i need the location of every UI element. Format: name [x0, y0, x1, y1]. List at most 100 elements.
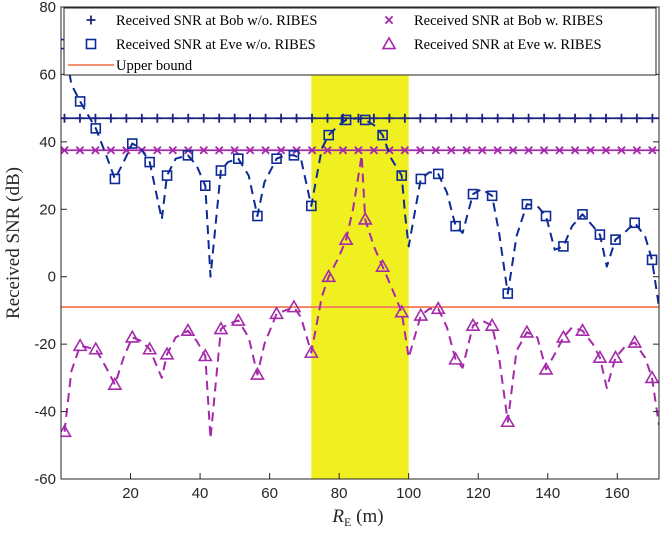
eve-wo-ribes-marker — [144, 156, 155, 168]
legend-entry: Received SNR at Eve w/o. RIBES — [85, 37, 316, 53]
bob-wo-ribes-marker — [508, 113, 518, 123]
y-tick-label: -40 — [34, 404, 56, 421]
eve-wo-ribes-marker — [252, 210, 263, 222]
y-tick-label: -60 — [34, 471, 56, 488]
x-tick-label: 40 — [192, 485, 209, 502]
bob-w-ribes-marker — [555, 146, 564, 155]
ticks-layer: 20 40 60 80 100 120 140 160 -60 -40 -20 0 20 40 60 80 — [34, 0, 659, 502]
eve-w-ribes-marker — [413, 307, 429, 321]
eve-w-ribes-marker — [321, 269, 337, 283]
bob-wo-ribes-marker — [632, 113, 642, 123]
eve-wo-ribes-marker — [432, 168, 444, 180]
bob-w-ribes-marker — [106, 146, 116, 155]
eve-w-ribes-marker — [627, 334, 643, 348]
y-tick-label: -20 — [34, 336, 56, 353]
bob-wo-ribes-marker — [400, 113, 410, 123]
eve-wo-ribes-marker — [450, 220, 461, 232]
eve-wo-ribes-marker — [90, 123, 102, 134]
bob-wo-ribes-marker — [121, 113, 131, 123]
legend-marker — [381, 36, 397, 50]
bob-w-ribes-marker — [601, 146, 611, 155]
eve-w-ribes-marker — [592, 349, 608, 363]
axes-box — [60, 6, 660, 480]
bob-wo-ribes-marker — [322, 113, 332, 123]
eve-wo-ribes-marker — [415, 173, 427, 185]
eve-w-ribes-marker — [375, 258, 391, 272]
x-tick-label: 100 — [396, 485, 421, 502]
x-axis-label-sub: E — [344, 515, 351, 529]
bob-w-ribes-marker — [524, 146, 533, 155]
eve-wo-ribes-marker — [182, 150, 194, 161]
bob-w-ribes-series — [61, 146, 659, 155]
svg-text:RE (m): RE (m) — [331, 506, 383, 529]
bob-wo-ribes-marker — [462, 113, 472, 123]
eve-wo-ribes-marker — [74, 96, 86, 107]
x-axis-label-unit: (m) — [351, 506, 383, 527]
x-tick-label: 120 — [466, 485, 491, 502]
y-tick-label: 80 — [39, 0, 56, 16]
eve-w-ribes-marker — [269, 306, 285, 320]
bob-wo-ribes-marker — [524, 113, 534, 123]
eve-w-ribes-marker — [142, 341, 158, 355]
y-tick-label: 60 — [39, 66, 56, 83]
eve-w-ribes-marker — [107, 376, 123, 390]
eve-w-ribes-marker — [500, 413, 516, 428]
eve-wo-ribes-marker — [540, 210, 552, 222]
eve-wo-ribes-marker — [521, 198, 533, 210]
legend-label: Received SNR at Bob w/o. RIBES — [116, 13, 317, 29]
bob-w-ribes-marker — [462, 146, 471, 155]
bob-wo-ribes-marker — [75, 113, 85, 123]
eve-wo-ribes-marker — [558, 241, 569, 252]
legend-box — [63, 7, 657, 76]
eve-wo-ribes-marker — [577, 209, 588, 220]
bob-wo-ribes-marker — [137, 113, 147, 123]
bob-w-ribes-marker — [400, 146, 410, 155]
eve-w-ribes-marker — [249, 366, 265, 380]
eve-w-ribes-marker — [159, 346, 175, 360]
eve-w-ribes-marker — [394, 304, 410, 318]
bob-w-ribes-marker — [431, 146, 441, 155]
eve-w-ribes-marker — [575, 322, 590, 337]
eve-wo-ribes-marker — [486, 190, 498, 202]
eve-wo-ribes-marker — [502, 288, 514, 299]
eve-w-ribes-marker — [538, 361, 554, 375]
bob-wo-ribes-marker — [261, 113, 271, 123]
eve-wo-ribes-marker — [199, 180, 211, 191]
bob-w-ribes-marker — [276, 146, 286, 155]
x-axis-label: RE (m) — [331, 506, 383, 529]
eve-w-ribes-marker — [357, 211, 373, 225]
bob-w-ribes-marker — [416, 146, 425, 155]
eve-w-ribes-marker — [286, 299, 302, 313]
bob-w-ribes-marker — [91, 146, 100, 155]
bob-w-ribes-marker — [369, 146, 379, 155]
bob-wo-ribes-marker — [493, 113, 503, 123]
bob-w-ribes-marker — [307, 146, 317, 155]
bob-w-ribes-marker — [493, 146, 502, 155]
legend-entry: Received SNR at Bob w/o. RIBES — [86, 13, 317, 29]
bob-w-ribes-marker — [586, 146, 595, 155]
bob-wo-ribes-marker — [307, 113, 317, 123]
y-tick-label: 0 — [48, 269, 56, 286]
bob-wo-ribes-marker — [586, 113, 596, 123]
legend-label: Received SNR at Bob w. RIBES — [414, 13, 603, 29]
bob-w-ribes-marker — [245, 146, 255, 155]
plot-background — [61, 7, 659, 479]
eve-w-ribes-marker — [338, 231, 354, 245]
bob-w-ribes-marker — [648, 146, 657, 155]
legend-entry: Received SNR at Bob w. RIBES — [384, 13, 603, 29]
bob-wo-ribes-marker — [539, 113, 549, 123]
bob-wo-ribes-marker — [477, 113, 487, 123]
bob-w-ribes-marker — [214, 146, 224, 155]
bob-w-ribes-marker — [153, 146, 162, 155]
bob-wo-ribes-marker — [230, 113, 240, 123]
y-tick-label: 20 — [39, 201, 56, 218]
bob-w-ribes-marker — [323, 146, 332, 155]
eve-wo-ribes-marker — [288, 150, 300, 161]
eve-wo-ribes-marker — [340, 114, 352, 126]
eve-w-ribes-marker — [555, 329, 571, 343]
bob-wo-ribes-marker — [431, 113, 441, 123]
y-axis-label: Received SNR (dB) — [3, 167, 24, 319]
bob-wo-ribes-marker — [199, 113, 209, 123]
eve-wo-ribes-marker — [594, 229, 606, 240]
bob-w-ribes-marker — [570, 146, 580, 155]
